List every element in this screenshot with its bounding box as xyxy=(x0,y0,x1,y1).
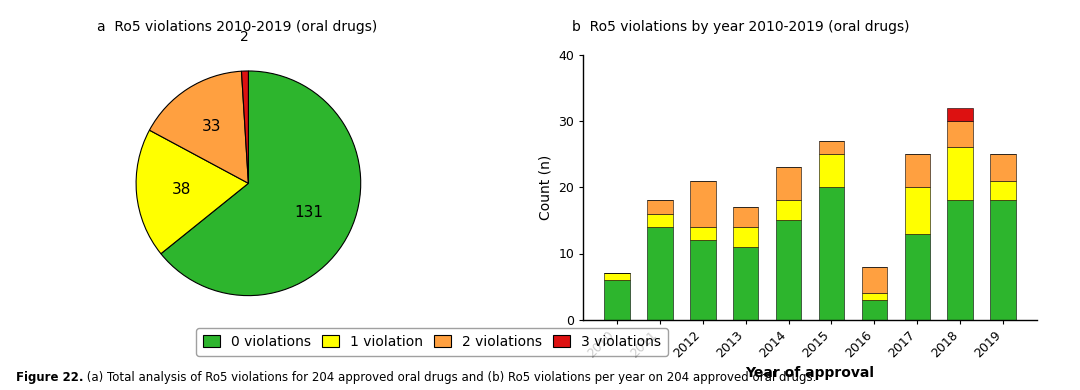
Wedge shape xyxy=(149,71,248,183)
Text: 131: 131 xyxy=(295,205,324,220)
Bar xyxy=(862,267,888,293)
Text: (a) Total analysis of Ro5 violations for 204 approved oral drugs and (b) Ro5 vio: (a) Total analysis of Ro5 violations for… xyxy=(83,371,816,384)
Bar xyxy=(862,300,888,320)
Text: 2: 2 xyxy=(240,30,248,44)
Bar xyxy=(690,181,715,227)
Bar xyxy=(647,214,673,227)
Bar xyxy=(947,200,973,320)
Bar xyxy=(732,227,758,247)
Bar xyxy=(690,240,715,320)
Bar xyxy=(990,181,1016,200)
Bar xyxy=(819,141,845,154)
Bar xyxy=(604,280,630,320)
Bar xyxy=(690,227,715,240)
Bar xyxy=(947,147,973,200)
Bar xyxy=(732,247,758,320)
Bar xyxy=(647,200,673,214)
Text: Figure 22.: Figure 22. xyxy=(16,371,84,384)
Bar xyxy=(990,154,1016,181)
Bar xyxy=(647,227,673,320)
Wedge shape xyxy=(161,71,361,296)
Bar xyxy=(732,207,758,227)
Bar xyxy=(775,167,801,200)
X-axis label: Year of approval: Year of approval xyxy=(745,366,875,380)
Bar xyxy=(775,200,801,220)
Bar xyxy=(990,200,1016,320)
Wedge shape xyxy=(242,71,248,183)
Bar xyxy=(775,220,801,320)
Text: b  Ro5 violations by year 2010-2019 (oral drugs): b Ro5 violations by year 2010-2019 (oral… xyxy=(572,20,909,34)
Bar xyxy=(862,293,888,300)
Bar xyxy=(905,154,930,187)
Bar xyxy=(819,187,845,320)
Bar xyxy=(604,273,630,280)
Text: 33: 33 xyxy=(202,119,221,134)
Bar xyxy=(819,154,845,187)
Y-axis label: Count (n): Count (n) xyxy=(539,154,553,220)
Text: 38: 38 xyxy=(172,182,191,197)
Legend: 0 violations, 1 violation, 2 violations, 3 violations: 0 violations, 1 violation, 2 violations,… xyxy=(197,328,667,356)
Bar xyxy=(905,234,930,320)
Bar xyxy=(947,108,973,121)
Bar xyxy=(947,121,973,147)
Text: a  Ro5 violations 2010-2019 (oral drugs): a Ro5 violations 2010-2019 (oral drugs) xyxy=(97,20,378,34)
Wedge shape xyxy=(136,130,248,254)
Bar xyxy=(905,187,930,234)
